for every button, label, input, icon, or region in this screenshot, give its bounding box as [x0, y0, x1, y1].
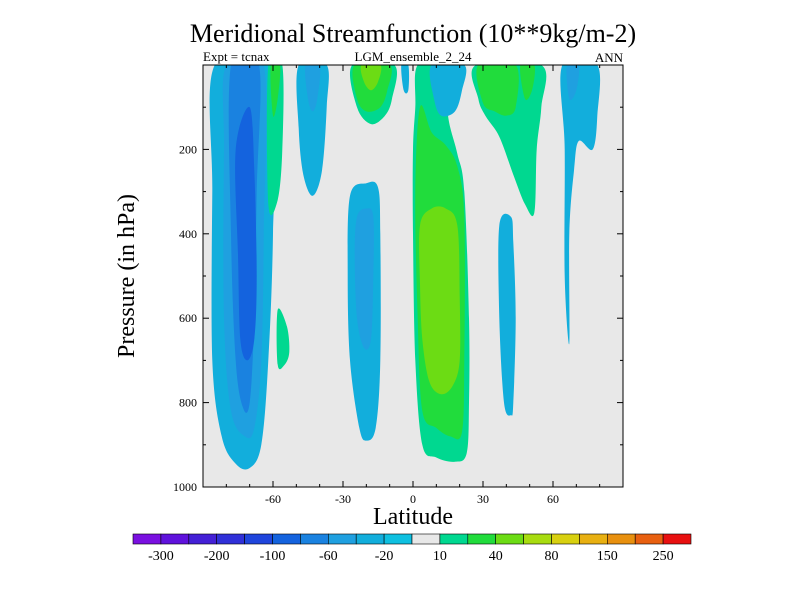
colorbar [132, 533, 692, 545]
contour-region-18 [429, 65, 467, 117]
y-tick-label: 800 [179, 396, 197, 410]
x-tick-label: 30 [477, 492, 489, 506]
contour-region-10 [354, 208, 374, 350]
colorbar-box [634, 533, 664, 545]
colorbar-label: 150 [597, 549, 618, 564]
colorbar-box [439, 533, 469, 545]
contour-region-21 [519, 65, 536, 101]
colorbar-box [300, 533, 329, 545]
colorbar-box [606, 533, 636, 545]
y-axis-ticks: 200 400 600 800 1000 [173, 106, 623, 494]
x-axis-label: Latitude [373, 504, 453, 530]
colorbar-box [244, 533, 273, 545]
y-tick-label: 600 [179, 311, 197, 325]
contour-region-24 [566, 65, 580, 101]
colorbar-label: 10 [433, 549, 447, 564]
colorbar-label: 80 [545, 549, 559, 564]
colorbar-label: -300 [148, 549, 174, 564]
colorbar-box [188, 533, 218, 545]
contour-regions [209, 65, 601, 470]
contour-region-5 [270, 65, 281, 117]
contour-region-6 [276, 308, 290, 370]
center-label: LGM_ensemble_2_24 [355, 49, 472, 64]
x-tick-label: -60 [265, 492, 281, 506]
contour-region-17 [419, 206, 461, 395]
colorbar-box [495, 533, 524, 545]
colorbar-box [160, 533, 190, 545]
colorbar-box [327, 533, 357, 545]
x-tick-label: 60 [547, 492, 559, 506]
colorbar-label: -20 [375, 549, 394, 564]
y-axis-label: Pressure (in hPa) [114, 194, 140, 358]
colorbar-label: -60 [319, 549, 338, 564]
chart-title: Meridional Streamfunction (10**9kg/m-2) [190, 19, 636, 48]
x-tick-label: -30 [335, 492, 351, 506]
x-axis-ticks: -60 -30 0 30 60 [225, 65, 601, 506]
colorbar-box [467, 533, 496, 545]
contour-region-20 [476, 65, 519, 116]
colorbar-box [551, 533, 580, 545]
colorbar-box [411, 533, 441, 545]
contour-region-13 [360, 65, 382, 91]
y-tick-label: 400 [179, 227, 197, 241]
contour-region-4 [266, 65, 284, 216]
y-tick-label: 200 [179, 142, 197, 156]
contour-region-3 [235, 106, 257, 361]
colorbar-box [355, 533, 385, 545]
colorbar-label: 250 [653, 549, 674, 564]
colorbar-label: -200 [204, 549, 230, 564]
right-label: ANN [595, 50, 624, 65]
colorbar-box [662, 533, 692, 545]
y-tick-label: 1000 [173, 480, 197, 494]
contour-region-22 [498, 213, 516, 416]
x-tick-label: 0 [410, 492, 416, 506]
left-label: Expt = tcnax [203, 49, 270, 64]
contour-region-23 [560, 65, 601, 345]
colorbar-labels: -300 -200 -100 -60 -20 10 40 80 150 250 [148, 549, 674, 564]
colorbar-box [579, 533, 608, 545]
colorbar-box [132, 533, 162, 545]
contour-region-8 [305, 65, 321, 112]
colorbar-box [383, 533, 413, 545]
colorbar-label: -100 [260, 549, 286, 564]
colorbar-box [272, 533, 301, 545]
contour-region-7 [296, 65, 329, 196]
contour-region-14 [401, 65, 410, 94]
colorbar-box [216, 533, 245, 545]
colorbar-label: 40 [489, 549, 503, 564]
colorbar-box [523, 533, 552, 545]
